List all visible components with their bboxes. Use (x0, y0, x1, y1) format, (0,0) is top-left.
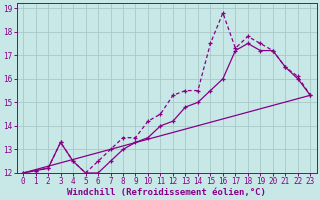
X-axis label: Windchill (Refroidissement éolien,°C): Windchill (Refroidissement éolien,°C) (67, 188, 266, 197)
